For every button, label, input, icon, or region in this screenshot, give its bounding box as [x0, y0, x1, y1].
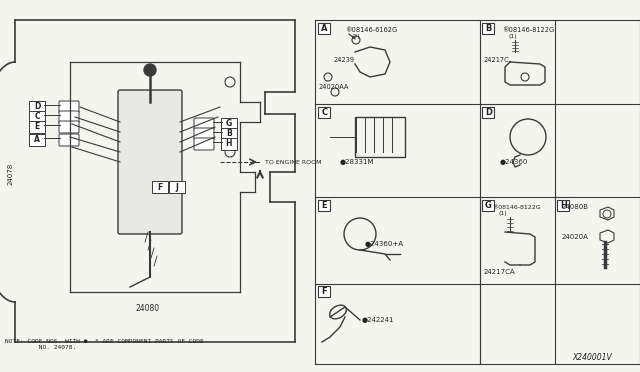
Text: A: A — [34, 135, 40, 144]
Text: C: C — [34, 112, 40, 121]
Text: 24020A: 24020A — [562, 234, 589, 240]
Bar — [355, 117, 405, 157]
Text: C: C — [321, 108, 328, 116]
FancyBboxPatch shape — [152, 181, 168, 193]
FancyBboxPatch shape — [59, 121, 79, 133]
Text: E: E — [35, 122, 40, 131]
Text: F: F — [157, 183, 163, 192]
Text: ®08146-6162G: ®08146-6162G — [345, 27, 397, 33]
FancyBboxPatch shape — [194, 118, 214, 130]
Text: A: A — [321, 23, 328, 32]
Text: E: E — [322, 201, 327, 209]
FancyBboxPatch shape — [59, 134, 79, 146]
FancyBboxPatch shape — [319, 285, 330, 296]
Text: G: G — [226, 119, 232, 128]
Text: 24239: 24239 — [334, 57, 355, 63]
FancyBboxPatch shape — [29, 134, 45, 146]
Text: D: D — [485, 108, 492, 116]
Text: ®08146-8122G: ®08146-8122G — [492, 205, 541, 209]
Text: D: D — [34, 102, 40, 111]
FancyBboxPatch shape — [483, 199, 495, 211]
FancyBboxPatch shape — [319, 22, 330, 33]
Text: 24078: 24078 — [8, 163, 14, 185]
Text: 24080: 24080 — [136, 304, 160, 313]
FancyBboxPatch shape — [29, 111, 45, 123]
Text: ®08146-8122G: ®08146-8122G — [502, 27, 554, 33]
FancyBboxPatch shape — [483, 22, 495, 33]
FancyBboxPatch shape — [221, 118, 237, 130]
FancyBboxPatch shape — [59, 101, 79, 113]
Text: B: B — [226, 129, 232, 138]
Text: NOTE: CODE NOS. WITH ●  * ARE COMPONENT PARTS OF CODE
         NO. 24078.: NOTE: CODE NOS. WITH ● * ARE COMPONENT P… — [5, 339, 204, 350]
Text: X240001V: X240001V — [572, 353, 612, 362]
Text: 24020AA: 24020AA — [319, 84, 349, 90]
Text: 24217C: 24217C — [484, 57, 509, 63]
Text: G: G — [485, 201, 492, 209]
Text: H: H — [226, 139, 232, 148]
Text: J: J — [175, 183, 179, 192]
Text: F: F — [322, 286, 327, 295]
Text: 24080B: 24080B — [562, 204, 589, 210]
FancyBboxPatch shape — [221, 138, 237, 150]
Text: ●24360+A: ●24360+A — [365, 241, 404, 247]
FancyBboxPatch shape — [557, 199, 570, 211]
Text: H: H — [560, 201, 567, 209]
FancyBboxPatch shape — [59, 111, 79, 123]
Text: (2): (2) — [352, 33, 361, 38]
FancyBboxPatch shape — [483, 106, 495, 118]
Text: (1): (1) — [499, 211, 508, 215]
FancyBboxPatch shape — [118, 90, 182, 234]
Text: ●24360: ●24360 — [500, 159, 529, 165]
Text: (1): (1) — [509, 33, 518, 38]
FancyBboxPatch shape — [221, 128, 237, 140]
Circle shape — [144, 64, 156, 76]
FancyBboxPatch shape — [194, 128, 214, 140]
FancyBboxPatch shape — [319, 199, 330, 211]
Text: TO ENGINE ROOM: TO ENGINE ROOM — [265, 160, 321, 164]
FancyBboxPatch shape — [29, 101, 45, 113]
Text: B: B — [485, 23, 492, 32]
Text: ●242241: ●242241 — [362, 317, 394, 323]
FancyBboxPatch shape — [29, 121, 45, 133]
Text: 24217CA: 24217CA — [484, 269, 516, 275]
FancyBboxPatch shape — [169, 181, 185, 193]
Text: ●28331M: ●28331M — [340, 159, 374, 165]
FancyBboxPatch shape — [194, 138, 214, 150]
FancyBboxPatch shape — [319, 106, 330, 118]
